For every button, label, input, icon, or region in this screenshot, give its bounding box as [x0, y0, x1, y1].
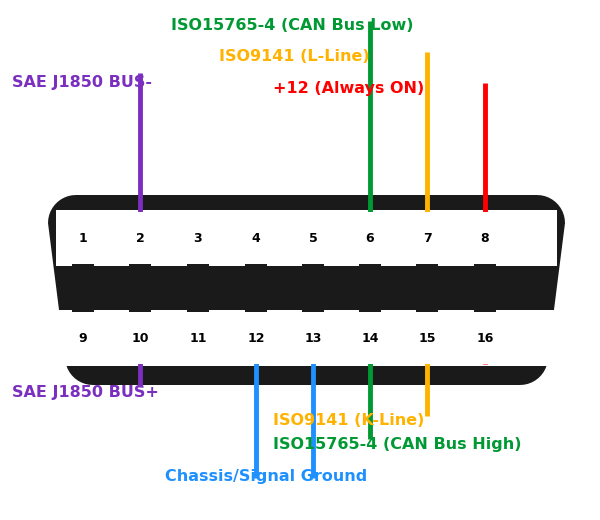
- Polygon shape: [48, 195, 565, 385]
- Bar: [302, 288, 324, 312]
- Text: ISO15765-4 (CAN Bus High): ISO15765-4 (CAN Bus High): [273, 437, 521, 452]
- Text: ISO9141 (L-Line): ISO9141 (L-Line): [219, 49, 370, 64]
- Bar: [359, 288, 381, 312]
- Bar: [290, 312, 336, 364]
- Bar: [117, 212, 163, 264]
- Bar: [60, 212, 106, 264]
- Bar: [56, 310, 557, 366]
- Bar: [302, 264, 324, 288]
- Text: 3: 3: [194, 231, 202, 244]
- Text: 11: 11: [189, 332, 207, 344]
- Text: SAE J1850 BUS+: SAE J1850 BUS+: [12, 385, 159, 400]
- Text: ISO15765-4 (CAN Bus Low): ISO15765-4 (CAN Bus Low): [171, 18, 413, 33]
- Text: +12 (Always ON): +12 (Always ON): [273, 81, 424, 96]
- Text: 13: 13: [304, 332, 322, 344]
- Bar: [474, 264, 496, 288]
- Bar: [233, 212, 279, 264]
- Bar: [175, 212, 221, 264]
- Text: 6: 6: [365, 231, 374, 244]
- Text: 4: 4: [251, 231, 260, 244]
- Text: 7: 7: [422, 231, 431, 244]
- Bar: [187, 264, 209, 288]
- Bar: [72, 264, 94, 288]
- Bar: [187, 288, 209, 312]
- Text: 16: 16: [476, 332, 494, 344]
- Text: ISO9141 (K-Line): ISO9141 (K-Line): [273, 413, 424, 428]
- Bar: [129, 264, 151, 288]
- Bar: [245, 264, 267, 288]
- Text: 2: 2: [136, 231, 145, 244]
- Text: 10: 10: [131, 332, 149, 344]
- Bar: [474, 288, 496, 312]
- Bar: [175, 312, 221, 364]
- Bar: [60, 312, 106, 364]
- Bar: [416, 264, 438, 288]
- Bar: [462, 312, 508, 364]
- Text: 12: 12: [247, 332, 265, 344]
- Text: 8: 8: [481, 231, 490, 244]
- Text: SAE J1850 BUS-: SAE J1850 BUS-: [12, 75, 152, 90]
- Text: 1: 1: [79, 231, 88, 244]
- Text: 15: 15: [418, 332, 436, 344]
- Bar: [56, 210, 557, 266]
- Text: 14: 14: [361, 332, 379, 344]
- Text: 5: 5: [308, 231, 317, 244]
- Bar: [347, 312, 393, 364]
- Text: 9: 9: [79, 332, 88, 344]
- Text: Chassis/Signal Ground: Chassis/Signal Ground: [165, 469, 367, 484]
- Bar: [233, 312, 279, 364]
- Bar: [245, 288, 267, 312]
- Bar: [290, 212, 336, 264]
- Bar: [359, 264, 381, 288]
- Bar: [404, 212, 450, 264]
- Bar: [129, 288, 151, 312]
- Bar: [416, 288, 438, 312]
- Bar: [347, 212, 393, 264]
- Bar: [72, 288, 94, 312]
- Bar: [404, 312, 450, 364]
- Bar: [462, 212, 508, 264]
- Bar: [117, 312, 163, 364]
